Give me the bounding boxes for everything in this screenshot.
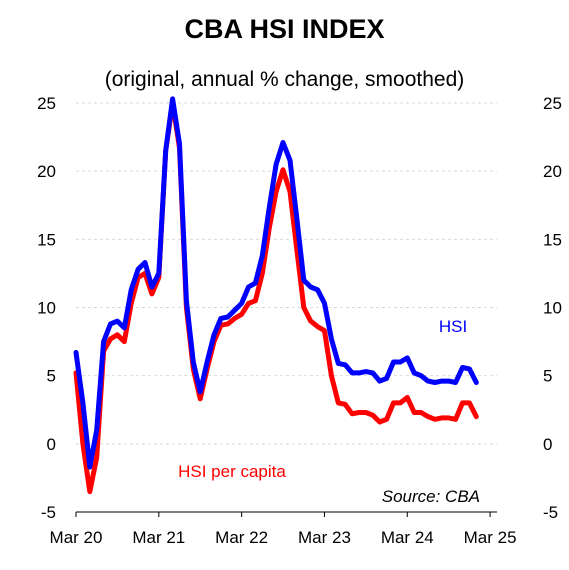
y-tick-label-left: 25 xyxy=(37,94,56,113)
labels: HSI HSI per capita xyxy=(178,317,467,481)
x-tick-label: Mar 22 xyxy=(215,528,268,547)
y-tick-label-right: 10 xyxy=(543,299,562,318)
hsi-label: HSI xyxy=(439,317,467,336)
y-tick-label-right: 15 xyxy=(543,230,562,249)
x-tick-label: Mar 24 xyxy=(381,528,434,547)
x-tick-label: Mar 25 xyxy=(464,528,517,547)
x-tick-label: Mar 23 xyxy=(298,528,351,547)
y-tick-label-left: 20 xyxy=(37,162,56,181)
axes: -5 -5 0 0 5 5 10 10 15 15 20 20 25 25 Mar 20 Mar 21 Mar … xyxy=(37,94,562,547)
y-tick-label-left: 0 xyxy=(47,435,56,454)
source-note: Source: CBA xyxy=(382,487,480,506)
gridlines xyxy=(76,102,497,445)
y-tick-label-left: 15 xyxy=(37,230,56,249)
x-tick-label: Mar 21 xyxy=(132,528,185,547)
chart-subtitle: (original, annual % change, smoothed) xyxy=(104,68,465,91)
series-layer xyxy=(73,96,479,495)
x-tick-label: Mar 20 xyxy=(50,528,103,547)
y-tick-label-right: 20 xyxy=(543,162,562,181)
hsi-line xyxy=(73,96,479,470)
y-tick-label-right: 0 xyxy=(543,435,552,454)
y-tick-label-left: 10 xyxy=(37,299,56,318)
y-tick-label-left: -5 xyxy=(41,503,56,522)
y-tick-label-right: 5 xyxy=(543,367,552,386)
chart-title: CBA HSI INDEX xyxy=(184,14,385,44)
y-tick-label-left: 5 xyxy=(47,367,56,386)
hsi-per-capita-label: HSI per capita xyxy=(178,462,286,481)
hsi-per-capita-line xyxy=(73,100,479,495)
y-tick-label-right: 25 xyxy=(543,94,562,113)
y-tick-label-right: -5 xyxy=(543,503,558,522)
